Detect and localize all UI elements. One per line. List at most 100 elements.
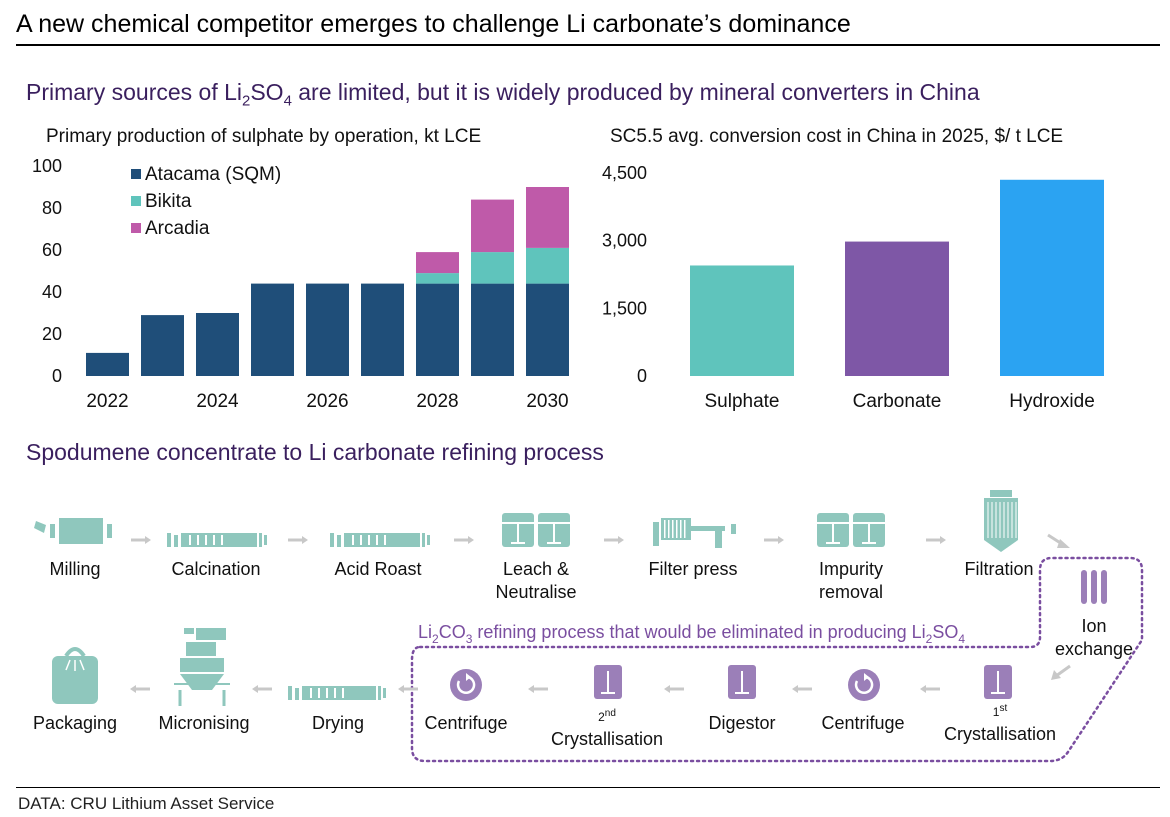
centrifuge-1-icon — [848, 669, 880, 701]
pipe-part — [167, 533, 171, 547]
ion-column — [1081, 570, 1087, 604]
pipe-part — [422, 533, 425, 547]
bag-fold — [79, 659, 85, 671]
x-tick-label: Hydroxide — [1009, 391, 1095, 412]
pipe-part — [264, 535, 267, 545]
crystallisation-1-icon — [984, 665, 1012, 699]
y-tick-label: 80 — [42, 198, 62, 218]
pipe-part — [330, 533, 334, 547]
y-tick-label: 4,500 — [602, 163, 647, 183]
arrow-head — [252, 685, 258, 693]
press-rod — [691, 526, 725, 531]
arrow-head — [618, 536, 624, 544]
eliminated-process-border — [410, 556, 1144, 763]
bar-atacama-sqm--2030 — [526, 283, 569, 376]
mic-hopper — [186, 642, 216, 656]
arrow-head — [302, 536, 308, 544]
bar-arcadia-2030 — [526, 187, 569, 248]
eliminated-label-part: CO — [439, 622, 466, 642]
pipe-part — [288, 686, 292, 700]
pipe-part — [259, 533, 262, 547]
press-leg — [715, 526, 722, 548]
conversion-cost-chart: 0 1,500 3,000 4,500 Sulphate Carbonate Hydroxi… — [602, 163, 1104, 412]
pipe-stripe — [384, 535, 386, 545]
legend-swatch — [131, 196, 141, 206]
pipe-stripe — [197, 535, 199, 545]
bar-atacama-sqm--2022 — [86, 352, 129, 376]
legend-label: Bikita — [145, 191, 192, 212]
step-label-filtration: Filtration — [964, 559, 1033, 579]
step-label-text: Crystallisation — [944, 724, 1056, 744]
centrifuge-arrow — [456, 675, 476, 694]
pipe-body — [302, 686, 376, 700]
arrow-head — [664, 685, 670, 693]
step-label-micronising: Micronising — [158, 713, 249, 733]
step-label-text: Acid Roast — [334, 559, 421, 579]
digestor-icon — [728, 665, 756, 699]
bag-body — [52, 656, 98, 704]
section1-title-sub1: 2 — [242, 92, 251, 110]
impurity-tanks-icon — [817, 513, 885, 547]
title-divider — [16, 44, 1160, 46]
eliminated-label-part: SO — [932, 622, 958, 642]
bar-atacama-sqm--2023 — [141, 315, 184, 376]
mic-feeder — [196, 628, 226, 640]
y-tick-label: 20 — [42, 324, 62, 344]
bar-hydroxide — [1000, 179, 1104, 376]
footer-divider — [16, 787, 1160, 788]
x-tick-label: Sulphate — [704, 391, 779, 412]
acid-roast-icon — [330, 533, 430, 547]
step-label-text: Ion — [1081, 616, 1106, 636]
step-label-text: Filter press — [648, 559, 737, 579]
pipe-part — [295, 688, 299, 700]
pipe-part — [378, 686, 381, 700]
process-diagram: Milling Calcination Acid Roast Leach & Neutr… — [33, 490, 1144, 763]
step-label-text: Leach & — [503, 559, 569, 579]
step-label-centrifuge-2: Centrifuge — [424, 713, 507, 733]
step-label-text: Calcination — [171, 559, 260, 579]
bar-atacama-sqm--2027 — [361, 283, 404, 376]
chart1-title: Primary production of sulphate by operat… — [46, 126, 482, 147]
step-label-leach: Leach & Neutralise — [495, 559, 576, 602]
step-label-text: Milling — [49, 559, 100, 579]
production-chart: 0 20 40 60 80 100 2022 2024 2026 2028 2030 Atacama … — [32, 156, 569, 412]
y-tick-label: 0 — [52, 366, 62, 386]
arrow-head — [940, 536, 946, 544]
step-label-crystallisation-1: 1st Crystallisation — [944, 703, 1056, 744]
bar-atacama-sqm--2026 — [306, 283, 349, 376]
pipe-stripe — [205, 535, 207, 545]
step-label-text: removal — [819, 582, 883, 602]
crystallisation-2-icon — [594, 665, 622, 699]
bar-bikita-2028 — [416, 273, 459, 284]
step-label-text: Crystallisation — [551, 729, 663, 749]
step-label-drying: Drying — [312, 713, 364, 733]
press-stripe — [672, 520, 674, 538]
bag-fold — [65, 659, 71, 671]
x-tick-label: 2026 — [306, 391, 348, 412]
main-title: A new chemical competitor emerges to cha… — [16, 10, 851, 38]
step-label-ion-exchange: Ion exchange — [1055, 616, 1133, 659]
press-stripe — [668, 520, 670, 538]
press-stripe — [676, 520, 678, 538]
pipe-stripe — [326, 688, 328, 698]
bar-atacama-sqm--2025 — [251, 283, 294, 376]
arrow-head — [920, 685, 926, 693]
pipe-stripe — [376, 535, 378, 545]
press-stripe — [684, 520, 686, 538]
step-label-text: exchange — [1055, 639, 1133, 659]
arrow-head — [778, 536, 784, 544]
bar-atacama-sqm--2028 — [416, 283, 459, 376]
bar-bikita-2029 — [471, 252, 514, 284]
pipe-body — [344, 533, 420, 547]
pipe-body — [181, 533, 257, 547]
pipe-part — [337, 535, 341, 547]
step-label-milling: Milling — [49, 559, 100, 579]
y-tick-label: 1,500 — [602, 298, 647, 318]
x-tick-label: 2028 — [416, 391, 458, 412]
step-label-text: Drying — [312, 713, 364, 733]
pipe-stripe — [352, 535, 354, 545]
ion-column — [1091, 570, 1097, 604]
step-label-acid-roast: Acid Roast — [334, 559, 421, 579]
eliminated-process-label: Li2CO3 refining process that would be el… — [418, 622, 965, 646]
ion-column — [1101, 570, 1107, 604]
